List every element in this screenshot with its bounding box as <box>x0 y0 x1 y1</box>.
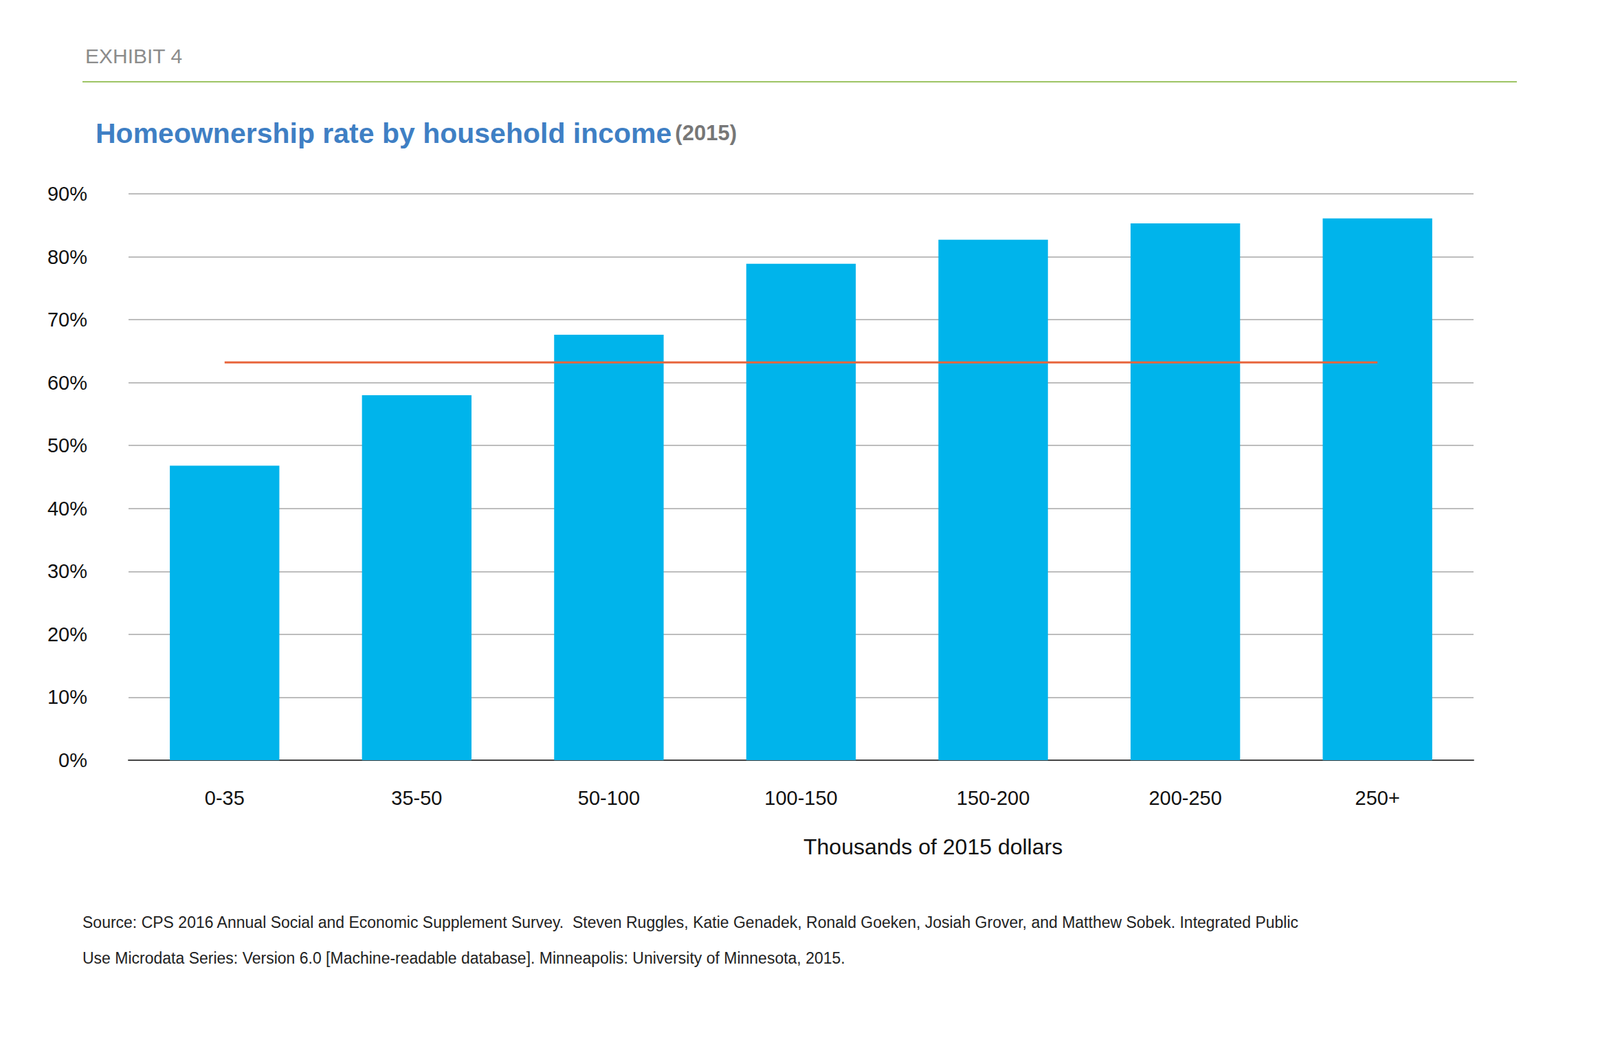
svg-text:Source: CPS 2016 Annual Social: Source: CPS 2016 Annual Social and Econo… <box>82 913 1299 932</box>
svg-text:200-250: 200-250 <box>1148 786 1222 809</box>
svg-text:50%: 50% <box>47 434 88 457</box>
svg-text:250+: 250+ <box>1355 786 1400 809</box>
svg-text:Homeownership rate by househol: Homeownership rate by household income <box>95 117 672 150</box>
svg-text:60%: 60% <box>47 371 88 394</box>
svg-text:100-150: 100-150 <box>764 786 838 809</box>
svg-text:150-200: 150-200 <box>956 786 1030 809</box>
svg-text:40%: 40% <box>47 497 88 520</box>
svg-text:EXHIBIT 4: EXHIBIT 4 <box>85 44 183 68</box>
svg-text:0%: 0% <box>58 749 88 772</box>
svg-text:80%: 80% <box>47 246 88 269</box>
svg-text:(2015): (2015) <box>674 120 737 146</box>
svg-text:20%: 20% <box>47 623 88 646</box>
svg-text:10%: 10% <box>47 685 88 708</box>
svg-text:30%: 30% <box>47 560 88 583</box>
svg-text:Thousands of 2015 dollars: Thousands of 2015 dollars <box>803 834 1063 860</box>
svg-text:50-100: 50-100 <box>578 786 640 809</box>
svg-text:70%: 70% <box>47 308 88 331</box>
svg-text:Use Microdata Series: Version: Use Microdata Series: Version 6.0 [Machi… <box>82 949 846 968</box>
svg-text:90%: 90% <box>47 182 88 205</box>
svg-text:35-50: 35-50 <box>391 786 442 809</box>
svg-text:0-35: 0-35 <box>204 786 245 809</box>
